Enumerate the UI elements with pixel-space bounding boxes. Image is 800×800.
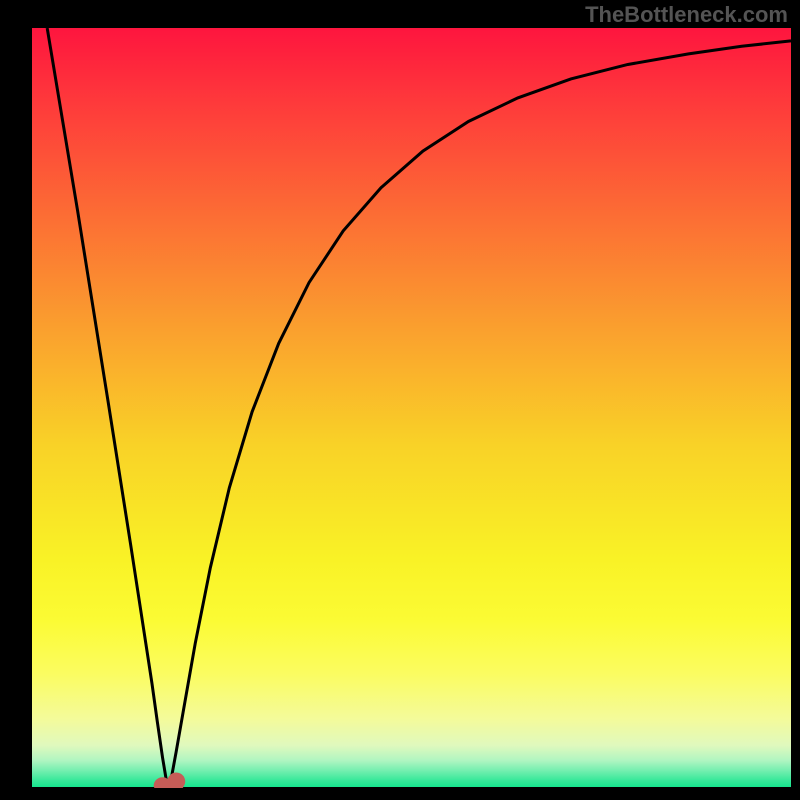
plot-area xyxy=(32,28,791,788)
bottleneck-curve xyxy=(47,28,791,788)
curve-layer xyxy=(32,28,791,788)
watermark-text: TheBottleneck.com xyxy=(585,2,788,28)
chart-frame: TheBottleneck.com xyxy=(0,0,800,800)
optimal-point-marker xyxy=(155,774,185,788)
